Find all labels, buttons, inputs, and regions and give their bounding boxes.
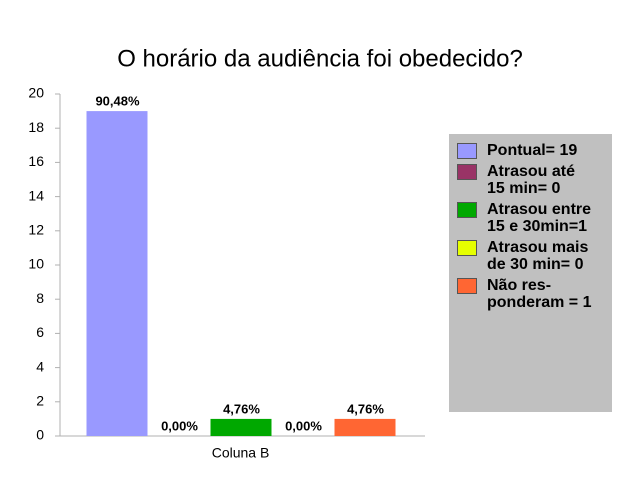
legend-item: Atrasou entre 15 e 30min=1 bbox=[457, 201, 612, 235]
y-tick-label: 10 bbox=[28, 256, 44, 272]
y-tick-label: 14 bbox=[28, 187, 44, 203]
legend-swatch bbox=[457, 278, 477, 294]
y-tick-label: 2 bbox=[36, 393, 44, 409]
y-tick-label: 6 bbox=[36, 324, 44, 340]
y-tick-label: 8 bbox=[36, 290, 44, 306]
value-label: 0,00% bbox=[285, 418, 322, 433]
legend-item: Pontual= 19 bbox=[457, 142, 612, 159]
bar bbox=[334, 418, 396, 436]
legend-swatch bbox=[457, 143, 477, 159]
legend-swatch bbox=[457, 202, 477, 218]
y-tick-label: 12 bbox=[28, 222, 44, 238]
value-label: 0,00% bbox=[161, 418, 198, 433]
legend-item: Atrasou até 15 min= 0 bbox=[457, 163, 612, 197]
y-tick-label: 20 bbox=[28, 85, 44, 101]
legend-label: Atrasou mais de 30 min= 0 bbox=[487, 239, 589, 273]
bar bbox=[86, 111, 148, 436]
y-tick-label: 16 bbox=[28, 153, 44, 169]
y-tick-label: 0 bbox=[36, 427, 44, 443]
legend-label: Atrasou até 15 min= 0 bbox=[487, 163, 576, 197]
legend: Pontual= 19 Atrasou até 15 min= 0 Atrasou … bbox=[449, 134, 612, 412]
value-label: 4,76% bbox=[223, 401, 260, 416]
bar bbox=[210, 418, 272, 436]
legend-label: Pontual= 19 bbox=[487, 142, 578, 159]
legend-label: Não res-ponderam = 1 bbox=[487, 277, 592, 311]
legend-swatch bbox=[457, 240, 477, 256]
y-tick-label: 18 bbox=[28, 119, 44, 135]
chart-title: O horário da audiência foi obedecido? bbox=[117, 45, 523, 72]
legend-item: Não res-ponderam = 1 bbox=[457, 277, 612, 311]
legend-item: Atrasou mais de 30 min= 0 bbox=[457, 239, 612, 273]
value-label: 4,76% bbox=[347, 401, 384, 416]
x-tick-label: Coluna B bbox=[212, 445, 270, 461]
y-tick-label: 4 bbox=[36, 358, 44, 374]
value-label: 90,48% bbox=[95, 94, 140, 109]
legend-swatch bbox=[457, 164, 477, 180]
legend-label: Atrasou entre 15 e 30min=1 bbox=[487, 201, 592, 235]
